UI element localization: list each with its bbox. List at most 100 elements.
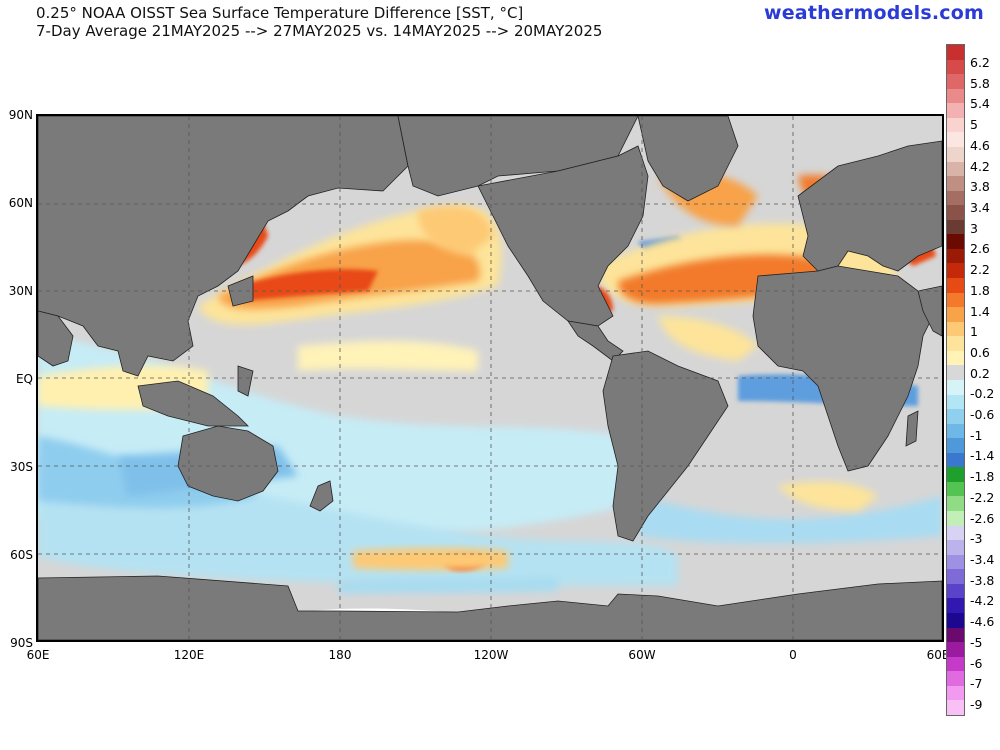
color-scale-swatch: [947, 409, 964, 424]
color-scale-swatch: [947, 350, 964, 366]
color-scale-swatch: [947, 554, 964, 570]
land-asia: [38, 116, 409, 377]
color-scale-label: -0.2: [970, 386, 995, 402]
color-scale-swatch: [947, 117, 964, 133]
land-philippines: [237, 365, 254, 397]
color-scale-label: -1.8: [970, 469, 995, 485]
color-scale-label: 0.6: [970, 344, 990, 360]
color-scale-label: -0.6: [970, 407, 995, 423]
color-scale-swatch: [947, 583, 964, 599]
color-scale-swatch: [947, 685, 964, 701]
lat-label-90s: 90S: [10, 636, 33, 650]
color-scale-swatch: [947, 525, 964, 541]
land-new-zealand: [309, 480, 334, 512]
color-scale-swatch: [947, 438, 964, 453]
color-scale-label: 5.8: [970, 75, 990, 91]
color-scale-label: -9: [970, 697, 983, 712]
land-australia: [177, 425, 279, 502]
color-scale-swatch: [947, 423, 964, 439]
color-scale-swatch: [947, 278, 964, 293]
cool-band-south-atlantic: [638, 496, 942, 544]
land-greenland: [637, 116, 739, 202]
color-scale-swatch: [947, 540, 964, 555]
land-arabia: [917, 285, 942, 337]
color-scale-label: -4.6: [970, 614, 995, 630]
color-scale-label: 4.6: [970, 137, 990, 153]
color-scale-label: 6.2: [970, 55, 990, 70]
color-scale-swatch: [947, 511, 964, 526]
lat-label-30n: 30N: [8, 284, 33, 298]
lat-label-90n: 90N: [8, 108, 33, 122]
color-scale-label: -2.6: [970, 510, 995, 526]
brand-link[interactable]: weathermodels.com: [763, 2, 984, 24]
lat-label-eq: EQ: [15, 372, 33, 386]
color-scale-label: -2.2: [970, 489, 995, 505]
color-scale-swatch: [947, 234, 964, 249]
color-scale-swatch: [947, 292, 964, 308]
color-scale-label: 3.8: [970, 179, 990, 195]
land-north-america: [477, 145, 649, 327]
color-scale-swatch: [947, 700, 964, 715]
color-scale-label: -5: [970, 634, 983, 650]
color-scale-swatch: [947, 59, 964, 75]
color-scale-swatch: [947, 671, 964, 686]
color-scale-swatch: [947, 45, 964, 60]
color-scale-label: 4.2: [970, 158, 990, 174]
color-scale-swatch: [947, 598, 964, 613]
color-scale-label: 2.2: [970, 262, 990, 278]
color-scale-label: -1.4: [970, 448, 995, 464]
lon-label-120e: 120E: [173, 648, 205, 662]
color-scale-label: -3.8: [970, 572, 995, 588]
color-scale-swatch: [947, 307, 964, 322]
color-scale-label: 2.6: [970, 241, 990, 257]
map-subtitle: 7-Day Average 21MAY2025 --> 27MAY2025 vs…: [36, 22, 603, 40]
color-scale-swatch: [947, 496, 964, 511]
warm-patch-central-pacific: [298, 341, 478, 371]
color-scale-swatch: [947, 161, 964, 177]
lon-label-120w: 120W: [473, 648, 509, 662]
color-scale-swatch: [947, 219, 964, 235]
color-scale-label: 1.4: [970, 303, 990, 319]
color-scale-swatch: [947, 321, 964, 337]
hot-core-kuroshio: [238, 269, 378, 301]
color-scale-label: -3.4: [970, 552, 995, 568]
graticule: [38, 116, 942, 640]
color-scale-label: -7: [970, 676, 983, 692]
land-south-america: [602, 350, 729, 542]
land-indonesia: [137, 380, 249, 427]
color-scale-swatch: [947, 481, 964, 497]
color-scale-label: 1: [970, 324, 978, 340]
sst-map-canvas: [38, 116, 942, 640]
color-scale-label: 5.4: [970, 96, 990, 112]
color-scale-swatch: [947, 642, 964, 657]
lat-label-60n: 60N: [8, 196, 33, 210]
color-scale-swatch: [947, 146, 964, 162]
sst-map: [36, 114, 944, 642]
land-layer: [38, 116, 942, 640]
color-scale-label: -1: [970, 427, 983, 443]
color-scale-swatch: [947, 627, 964, 643]
warm-patch-gulf-of-alaska: [418, 206, 493, 256]
map-title: 0.25° NOAA OISST Sea Surface Temperature…: [36, 4, 524, 22]
color-scale-swatch: [947, 103, 964, 118]
color-scale-swatch: [947, 394, 964, 410]
color-scale-swatch: [947, 467, 964, 482]
land-antarctica: [38, 575, 942, 640]
color-scale-swatch: [947, 263, 964, 278]
color-scale-swatch: [947, 205, 964, 220]
land-europe: [797, 140, 942, 272]
color-scale-label: 5: [970, 117, 978, 133]
land-africa: [752, 265, 934, 472]
land-alaska-canada: [397, 116, 639, 197]
warm-patch-tropical-atlantic: [658, 316, 758, 361]
color-scale-swatch: [947, 74, 964, 89]
lon-label-60e: 60E: [26, 648, 50, 662]
color-scale-swatch: [947, 190, 964, 206]
color-scale-label: 3: [970, 220, 978, 236]
color-scale-swatch: [947, 452, 964, 468]
color-scale-swatch: [947, 176, 964, 191]
lon-label-0: 0: [789, 648, 797, 662]
warm-patch-agulhas: [778, 481, 878, 511]
color-scale-swatch: [947, 336, 964, 351]
map-title-block: 0.25° NOAA OISST Sea Surface Temperature…: [36, 4, 756, 40]
